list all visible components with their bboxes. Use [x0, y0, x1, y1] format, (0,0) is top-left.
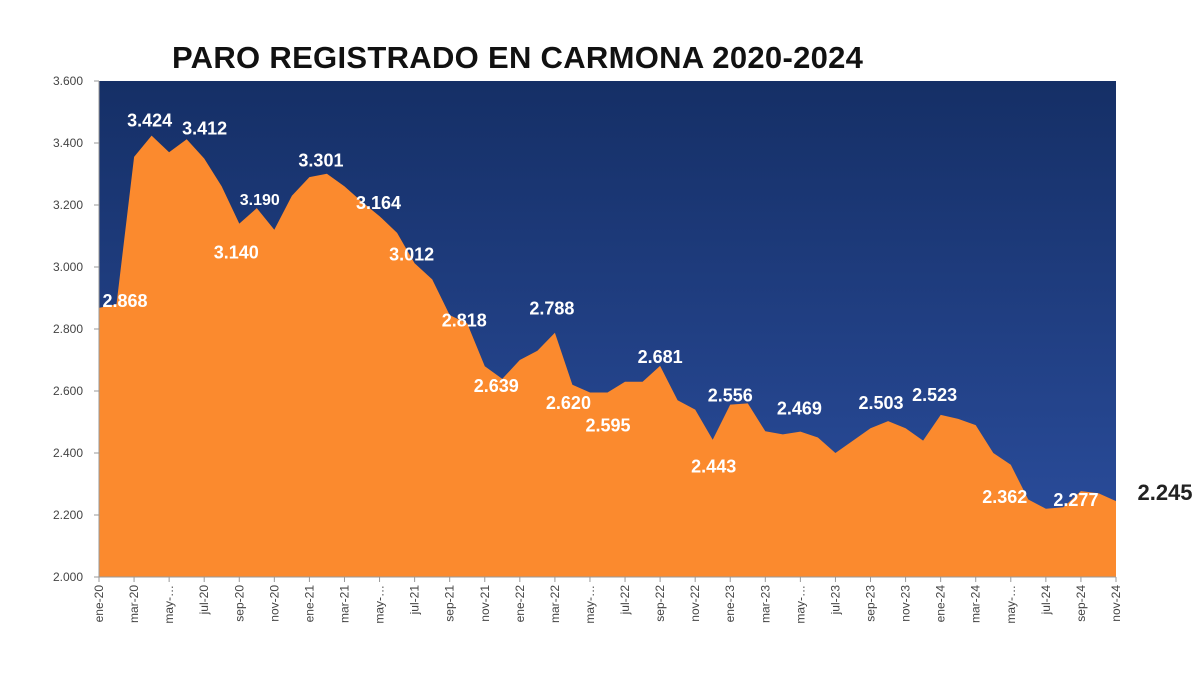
series-area [99, 135, 1116, 577]
x-tick-label: sep-21 [443, 585, 457, 622]
x-tick-label: nov-21 [478, 585, 492, 622]
data-label: 2.681 [638, 347, 683, 367]
y-tick-label: 2.400 [53, 446, 83, 460]
x-tick-label: mar-22 [548, 585, 562, 623]
data-label: 3.424 [127, 111, 172, 131]
y-tick-label: 3.600 [53, 74, 83, 88]
y-tick-label: 2.800 [53, 322, 83, 336]
x-tick-label: nov-20 [267, 585, 281, 622]
x-tick-label: mar-24 [969, 585, 983, 623]
data-label: 2.277 [1053, 490, 1098, 510]
x-tick-label: may-… [583, 585, 597, 624]
x-tick-label: may-… [373, 585, 387, 624]
data-label: 2.788 [529, 299, 574, 319]
data-label: 3.164 [356, 193, 401, 213]
data-label: 2.503 [859, 393, 904, 413]
x-tick-label: ene-21 [302, 585, 316, 623]
x-tick-label: jul-21 [408, 585, 422, 616]
data-label: 2.443 [691, 457, 736, 477]
x-tick-label: sep-20 [232, 585, 246, 622]
x-tick-label: mar-20 [127, 585, 141, 623]
x-tick-label: ene-20 [92, 585, 106, 623]
x-tick-label: nov-24 [1109, 585, 1123, 622]
x-tick-label: jul-24 [1039, 585, 1053, 616]
data-label: 3.190 [240, 192, 280, 209]
data-label: 2.245 [1137, 480, 1192, 505]
data-label: 2.362 [982, 487, 1027, 507]
x-tick-label: jul-23 [828, 585, 842, 616]
x-tick-label: may-… [793, 585, 807, 624]
data-label: 2.620 [546, 393, 591, 413]
x-tick-label: nov-22 [688, 585, 702, 622]
data-label: 3.412 [182, 118, 227, 138]
x-tick-label: sep-23 [864, 585, 878, 622]
y-tick-label: 2.600 [53, 384, 83, 398]
data-label: 2.868 [102, 291, 147, 311]
x-tick-label: sep-24 [1074, 585, 1088, 622]
x-tick-label: jul-20 [197, 585, 211, 616]
x-tick-label: ene-23 [723, 585, 737, 623]
data-label: 3.012 [389, 244, 434, 264]
data-label: 2.818 [442, 310, 487, 330]
y-tick-label: 3.200 [53, 198, 83, 212]
data-label: 3.301 [298, 151, 343, 171]
data-label: 2.556 [708, 386, 753, 406]
y-tick-label: 2.000 [53, 570, 83, 584]
x-tick-label: may-… [162, 585, 176, 624]
data-label: 3.140 [214, 243, 259, 263]
y-tick-label: 3.000 [53, 260, 83, 274]
x-tick-label: mar-21 [337, 585, 351, 623]
data-label: 2.595 [585, 416, 630, 436]
data-label: 2.523 [912, 385, 957, 405]
x-tick-label: nov-23 [899, 585, 913, 622]
x-tick-label: jul-22 [618, 585, 632, 616]
y-tick-label: 2.200 [53, 508, 83, 522]
x-tick-label: ene-24 [934, 585, 948, 623]
x-tick-label: may-… [1004, 585, 1018, 624]
data-label: 2.469 [777, 399, 822, 419]
data-label: 2.639 [474, 376, 519, 396]
x-tick-label: mar-23 [758, 585, 772, 623]
chart-title: PARO REGISTRADO EN CARMONA 2020-2024 [172, 40, 864, 75]
y-tick-label: 3.400 [53, 136, 83, 150]
x-tick-label: ene-22 [513, 585, 527, 623]
x-tick-label: sep-22 [653, 585, 667, 622]
